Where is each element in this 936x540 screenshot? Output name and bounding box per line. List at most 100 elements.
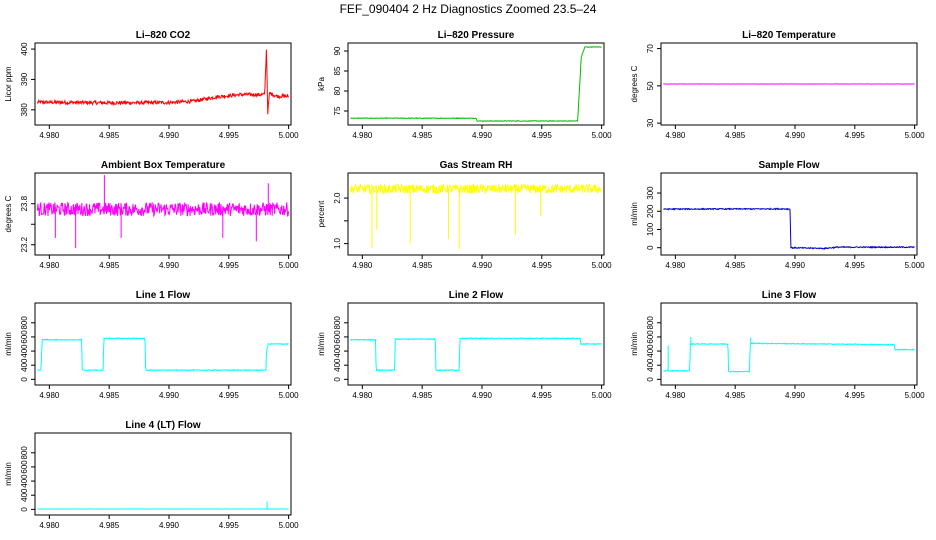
- panel-7-ytick-label-2: 400: [20, 358, 29, 372]
- panel-10-ytick-label-5: 800: [20, 446, 29, 460]
- panel-4-xtick-label-2: 4.985: [99, 261, 120, 270]
- panel-10-xtick-label-1: 4.980: [39, 521, 60, 530]
- panel-3-ytick-label-3: 70: [646, 44, 655, 53]
- panel-9-ylabel: ml/min: [630, 332, 639, 356]
- panel-8-xtick-label-2: 4.985: [412, 391, 433, 400]
- panel-4-title: Ambient Box Temperature: [101, 160, 226, 171]
- panel-8-xtick-label-1: 4.980: [352, 391, 373, 400]
- panel-10-xtick-label-2: 4.985: [99, 521, 120, 530]
- panel-3-xtick-label-2: 4.985: [725, 131, 746, 140]
- panel-2-ytick-label-3: 85: [333, 66, 342, 75]
- panel-7-ytick-label-5: 800: [20, 316, 29, 330]
- panel-8-title: Line 2 Flow: [449, 290, 504, 301]
- panel-1-xtick-label-4: 4.995: [219, 131, 240, 140]
- panel-3-frame: [660, 42, 918, 126]
- panel-3-xtick-label-4: 4.995: [845, 131, 866, 140]
- panel-8-series-1: [350, 337, 602, 372]
- panel-8-xtick-label-3: 4.990: [472, 391, 493, 400]
- panel-6-series-1: [663, 207, 915, 250]
- panel-6-xtick-label-3: 4.990: [785, 261, 806, 270]
- panel-8-xtick-label-5: 5.000: [592, 391, 613, 400]
- panel-1-frame: [34, 42, 292, 126]
- panel-6-xtick-label-5: 5.000: [905, 261, 926, 270]
- panel-6-ytick-label-1: 0: [646, 245, 655, 250]
- panel-9-ytick-label-3: 400: [646, 344, 655, 358]
- panel-10-xtick-label-4: 4.995: [219, 521, 240, 530]
- panel-3-xtick-label-3: 4.990: [785, 131, 806, 140]
- panel-4-frame: [34, 172, 292, 256]
- panel-8-ytick-label-5: 800: [333, 316, 342, 330]
- panel-4-xtick-label-1: 4.980: [39, 261, 60, 270]
- panel-9-xtick-label-3: 4.990: [785, 391, 806, 400]
- panel-10-xtick-label-5: 5.000: [279, 521, 300, 530]
- panel-7-ytick-label-4: 600: [20, 330, 29, 344]
- panel-5-frame: [347, 172, 605, 256]
- panel-4-xtick-label-3: 4.990: [159, 261, 180, 270]
- panel-4-xtick-label-4: 4.995: [219, 261, 240, 270]
- panel-10-xtick-label-3: 4.990: [159, 521, 180, 530]
- panel-9-xtick-label-4: 4.995: [845, 391, 866, 400]
- panel-7-series-1: [37, 336, 289, 372]
- panel-10-ytick-label-3: 400: [20, 474, 29, 488]
- panel-2-xtick-label-4: 4.995: [532, 131, 553, 140]
- panel-8: Line 2 Flow ml/min 4.980 4.985 4.990 4.995 5.0…: [317, 290, 612, 400]
- panel-1-xtick-label-1: 4.980: [39, 131, 60, 140]
- panel-7-ytick-label-3: 400: [20, 344, 29, 358]
- panel-6-ytick-label-2: 100: [646, 222, 655, 236]
- panel-9-ytick-label-1: 0: [646, 377, 655, 382]
- panel-3-ytick-label-2: 50: [646, 81, 655, 90]
- panel-8-ytick-label-3: 400: [333, 344, 342, 358]
- panel-2-ylabel: kPa: [317, 77, 326, 91]
- panel-5-ylabel: percent: [317, 200, 326, 227]
- panel-5-xtick-label-4: 4.995: [532, 261, 553, 270]
- panel-3-ytick-label-1: 30: [646, 118, 655, 127]
- panel-8-ytick-label-1: 0: [333, 377, 342, 382]
- panel-9: Line 3 Flow ml/min 4.980 4.985 4.990 4.995 5.0…: [630, 290, 925, 400]
- panel-4: Ambient Box Temperature degrees C 4.980 4.9…: [4, 160, 299, 270]
- panel-5-ytick-label-1: 1.0: [333, 238, 342, 250]
- panel-2-ytick-label-1: 75: [333, 106, 342, 115]
- panel-8-frame: [347, 302, 605, 386]
- panel-10-ytick-label-2: 400: [20, 488, 29, 502]
- panel-6-xtick-label-2: 4.985: [725, 261, 746, 270]
- panel-8-ytick-label-4: 600: [333, 330, 342, 344]
- panel-5-ytick-label-3: 2.0: [333, 192, 342, 204]
- panel-2-title: Li–820 Pressure: [438, 30, 515, 41]
- panel-4-ytick-label-1: 23.2: [20, 236, 29, 252]
- panel-3-title: Li–820 Temperature: [742, 30, 836, 41]
- panel-10-title: Line 4 (LT) Flow: [125, 420, 201, 431]
- panel-2-xtick-label-3: 4.990: [472, 131, 493, 140]
- panel-1-ytick-label-3: 400: [20, 42, 29, 56]
- panel-8-xtick-label-4: 4.995: [532, 391, 553, 400]
- panel-6-xtick-label-4: 4.995: [845, 261, 866, 270]
- panel-10-ytick-label-4: 600: [20, 460, 29, 474]
- panel-9-ytick-label-5: 800: [646, 316, 655, 330]
- panel-2-xtick-label-1: 4.980: [352, 131, 373, 140]
- panel-1-xtick-label-2: 4.985: [99, 131, 120, 140]
- panel-7-frame: [34, 302, 292, 386]
- panel-9-title: Line 3 Flow: [762, 290, 817, 301]
- panel-5-xtick-label-2: 4.985: [412, 261, 433, 270]
- panel-1-xtick-label-3: 4.990: [159, 131, 180, 140]
- panel-2-xtick-label-2: 4.985: [412, 131, 433, 140]
- panel-10-ylabel: ml/min: [4, 462, 13, 486]
- panel-2: Li–820 Pressure kPa 4.980 4.985 4.990 4.995 5.…: [317, 30, 612, 140]
- panel-6-ytick-label-4: 300: [646, 186, 655, 200]
- panel-6-ylabel: ml/min: [630, 202, 639, 226]
- panel-7: Line 1 Flow ml/min 4.980 4.985 4.990 4.995 5.0…: [4, 290, 299, 400]
- panel-2-ytick-label-2: 80: [333, 86, 342, 95]
- panel-6: Sample Flow ml/min 4.980 4.985 4.990 4.995 5.0…: [630, 160, 925, 270]
- panel-2-xtick-label-5: 5.000: [592, 131, 613, 140]
- panel-5-series-1: [349, 182, 602, 195]
- panel-6-xtick-label-1: 4.980: [665, 261, 686, 270]
- panel-7-xtick-label-3: 4.990: [159, 391, 180, 400]
- figure-title: FEF_090404 2 Hz Diagnostics Zoomed 23.5–…: [339, 2, 597, 16]
- panel-9-xtick-label-2: 4.985: [725, 391, 746, 400]
- panel-8-ytick-label-2: 400: [333, 358, 342, 372]
- panel-5: Gas Stream RH percent 4.980 4.985 4.990 4.995…: [317, 160, 612, 270]
- panel-5-xtick-label-5: 5.000: [592, 261, 613, 270]
- panel-1-ytick-label-2: 390: [20, 72, 29, 86]
- panel-3-ylabel: degrees C: [630, 65, 639, 102]
- panel-5-xtick-label-1: 4.980: [352, 261, 373, 270]
